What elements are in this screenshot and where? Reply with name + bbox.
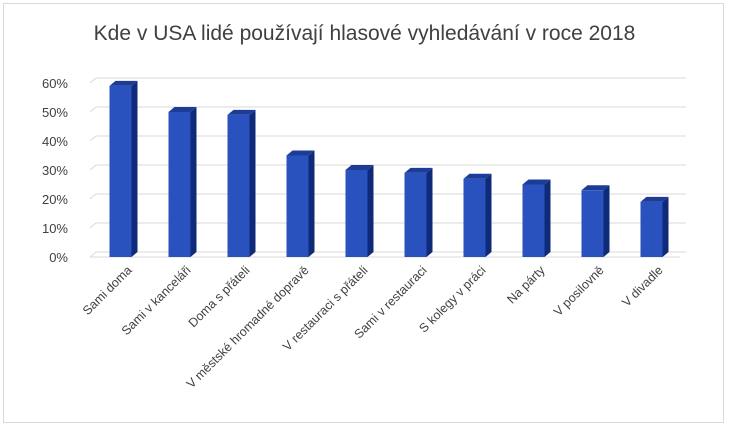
bar-side — [308, 150, 315, 257]
bar-front — [168, 112, 191, 257]
y-tick-label: 50% — [42, 105, 68, 120]
x-tick-label: V divadle — [619, 263, 665, 309]
bar-front — [581, 190, 604, 257]
gridline-depth — [89, 106, 97, 113]
chart-title: Kde v USA lidé používají hlasové vyhledá… — [93, 22, 636, 45]
bar-side — [603, 185, 610, 257]
y-tick-label: 20% — [42, 192, 68, 207]
y-tick-label: 60% — [42, 76, 68, 91]
bar-front — [227, 114, 250, 258]
bar-top — [345, 165, 374, 170]
bar — [581, 185, 610, 257]
bar-front — [404, 172, 427, 257]
bar-top — [463, 173, 492, 179]
bar — [168, 107, 197, 257]
bar-front — [286, 155, 309, 257]
bar-top — [581, 185, 610, 191]
bar-front — [640, 201, 663, 257]
gridline-depth — [89, 77, 97, 84]
gridline-depth — [89, 251, 97, 258]
bar — [404, 167, 433, 257]
bar-front — [345, 170, 368, 257]
bar-top — [168, 107, 197, 112]
bar-side — [190, 107, 197, 257]
x-tick-label: V posilovně — [551, 263, 607, 319]
y-tick-label: 10% — [42, 221, 68, 236]
bar-side — [131, 80, 138, 258]
bar-side — [367, 165, 374, 257]
x-tick-label: Doma s přáteli — [186, 263, 253, 330]
y-tick-label: 0% — [49, 250, 68, 265]
x-tick-label: Sami doma — [80, 263, 135, 318]
bar — [640, 196, 669, 257]
bar-side — [662, 196, 669, 257]
bar-front — [463, 178, 486, 257]
bar-front — [522, 184, 545, 257]
y-tick-label: 40% — [42, 134, 68, 149]
bar-top — [286, 150, 315, 156]
bar-side — [485, 173, 492, 257]
y-axis-ticks: 0% 10% 20% 30% 40% 50% 60% — [42, 76, 68, 265]
gridline-depth — [89, 193, 97, 200]
bar-top — [522, 179, 551, 185]
bar-side — [249, 109, 256, 258]
x-tick-label: Na párty — [504, 263, 548, 307]
bars — [109, 80, 669, 258]
bar — [109, 80, 138, 258]
bar — [522, 179, 551, 257]
bar-top — [640, 196, 669, 202]
bar-top — [227, 109, 256, 115]
y-tick-label: 30% — [42, 163, 68, 178]
gridline-depth — [89, 222, 97, 229]
bar — [345, 165, 374, 257]
bar-side — [544, 179, 551, 257]
bar — [463, 173, 492, 257]
gridline-depth — [89, 164, 97, 171]
gridline-depth — [89, 135, 97, 142]
bar-front — [109, 85, 132, 258]
bar-side — [426, 167, 433, 257]
bar — [286, 150, 315, 257]
x-tick-label: V městské hromadné dopravě — [184, 263, 312, 391]
bar — [227, 109, 256, 258]
bar-top — [109, 80, 138, 86]
bar-top — [404, 167, 433, 173]
